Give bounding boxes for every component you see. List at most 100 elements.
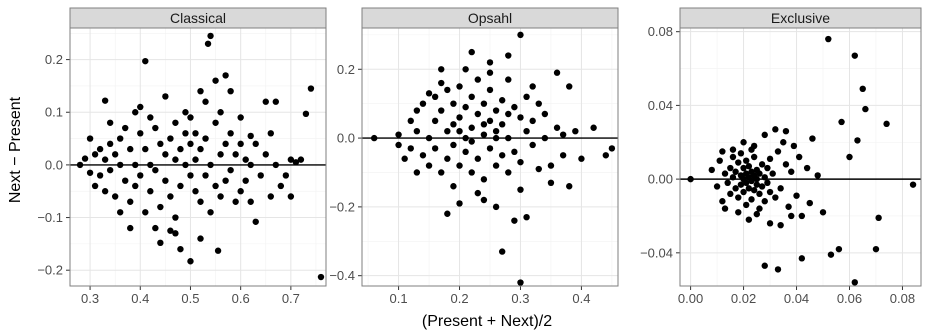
- data-point: [137, 130, 144, 137]
- data-point: [187, 140, 194, 148]
- facet-title: Exclusive: [771, 10, 830, 26]
- data-point: [202, 172, 209, 179]
- data-point: [729, 153, 737, 161]
- data-point: [262, 151, 269, 158]
- data-point: [529, 83, 536, 90]
- data-point: [237, 114, 244, 121]
- data-point: [748, 196, 755, 203]
- x-tick-label: 0.1: [390, 291, 408, 306]
- data-point: [277, 182, 285, 190]
- data-point: [212, 77, 219, 84]
- data-point: [197, 235, 204, 242]
- data-point: [766, 155, 774, 163]
- data-point: [86, 135, 94, 142]
- data-point: [370, 134, 378, 142]
- data-point: [505, 76, 512, 83]
- data-point: [214, 247, 222, 254]
- data-point: [202, 98, 209, 105]
- data-point: [152, 224, 159, 232]
- data-point: [745, 163, 753, 170]
- y-tick-label: −0.2: [37, 263, 63, 278]
- data-point: [227, 130, 234, 137]
- data-point: [431, 117, 439, 125]
- data-point: [769, 170, 776, 177]
- data-point: [735, 159, 742, 166]
- data-point: [192, 130, 199, 137]
- x-tick-label: 0.4: [131, 291, 149, 306]
- data-point: [750, 186, 758, 194]
- data-point: [127, 198, 134, 205]
- data-point: [480, 121, 488, 128]
- data-point: [197, 87, 204, 95]
- data-point: [237, 188, 244, 195]
- data-point: [756, 190, 763, 198]
- data-point: [529, 117, 536, 125]
- x-tick-label: 0.08: [890, 291, 915, 306]
- y-tick-label: 0.0: [45, 157, 63, 172]
- data-point: [535, 100, 542, 107]
- data-point: [407, 145, 414, 152]
- data-point: [116, 135, 124, 142]
- data-point: [147, 161, 154, 169]
- panel-border: [679, 27, 922, 287]
- data-point: [468, 138, 475, 145]
- data-point: [132, 161, 139, 169]
- data-point: [535, 165, 542, 173]
- data-point: [862, 105, 869, 113]
- panel-opsahl: Opsahl 0.1 0.2 0.3 0.4 −0.4 −0.2 0.0 0.2: [329, 7, 619, 306]
- data-point: [267, 130, 274, 137]
- data-point: [468, 124, 475, 131]
- data-point: [444, 128, 451, 135]
- data-point: [157, 140, 164, 148]
- data-point: [474, 189, 482, 197]
- data-point: [735, 209, 742, 216]
- data-point: [222, 177, 229, 184]
- data-point: [96, 172, 104, 179]
- data-point: [262, 98, 269, 105]
- data-point: [517, 186, 524, 193]
- data-point: [721, 205, 729, 212]
- data-point: [317, 273, 325, 281]
- data-point: [740, 164, 747, 172]
- data-point: [438, 107, 445, 114]
- data-point: [486, 117, 494, 125]
- data-point: [152, 124, 159, 132]
- data-point: [147, 114, 154, 121]
- data-point: [553, 69, 561, 76]
- panel-classical: Classical 0.3 0.4 0.5 0.6 0.7 −0.2 −0.1 0.0 0.1 0.…: [37, 7, 327, 306]
- data-point: [780, 139, 787, 146]
- data-point: [785, 203, 792, 210]
- data-point: [480, 131, 488, 138]
- data-point: [111, 151, 119, 158]
- data-point: [523, 93, 530, 101]
- data-point: [480, 100, 488, 107]
- data-point: [431, 145, 439, 152]
- data-point: [438, 79, 445, 87]
- data-point: [450, 100, 457, 107]
- data-point: [756, 170, 763, 177]
- data-point: [86, 169, 94, 176]
- data-point: [106, 119, 114, 126]
- facet-title: Classical: [170, 10, 226, 26]
- y-tick-label: 0.1: [45, 105, 63, 120]
- data-point: [753, 175, 761, 183]
- facet-panels: Classical 0.3 0.4 0.5 0.6 0.7 −0.2 −0.1 0.0 0.1 0.…: [37, 7, 922, 306]
- data-point: [825, 35, 832, 43]
- data-point: [719, 148, 726, 155]
- data-point: [486, 145, 494, 152]
- data-point: [743, 201, 750, 209]
- data-point: [106, 140, 114, 148]
- data-point: [287, 193, 295, 200]
- data-point: [91, 151, 99, 158]
- data-point: [835, 245, 843, 253]
- data-point: [101, 97, 109, 104]
- data-point: [764, 179, 771, 186]
- data-point: [806, 199, 813, 207]
- x-axis-title: (Present + Next)/2: [422, 313, 552, 330]
- data-point: [222, 140, 229, 148]
- y-tick-label: 0.08: [648, 24, 673, 39]
- data-point: [814, 172, 821, 179]
- x-tick-label: 0.00: [678, 291, 703, 306]
- data-point: [761, 174, 768, 181]
- x-tick-label: 0.3: [511, 291, 529, 306]
